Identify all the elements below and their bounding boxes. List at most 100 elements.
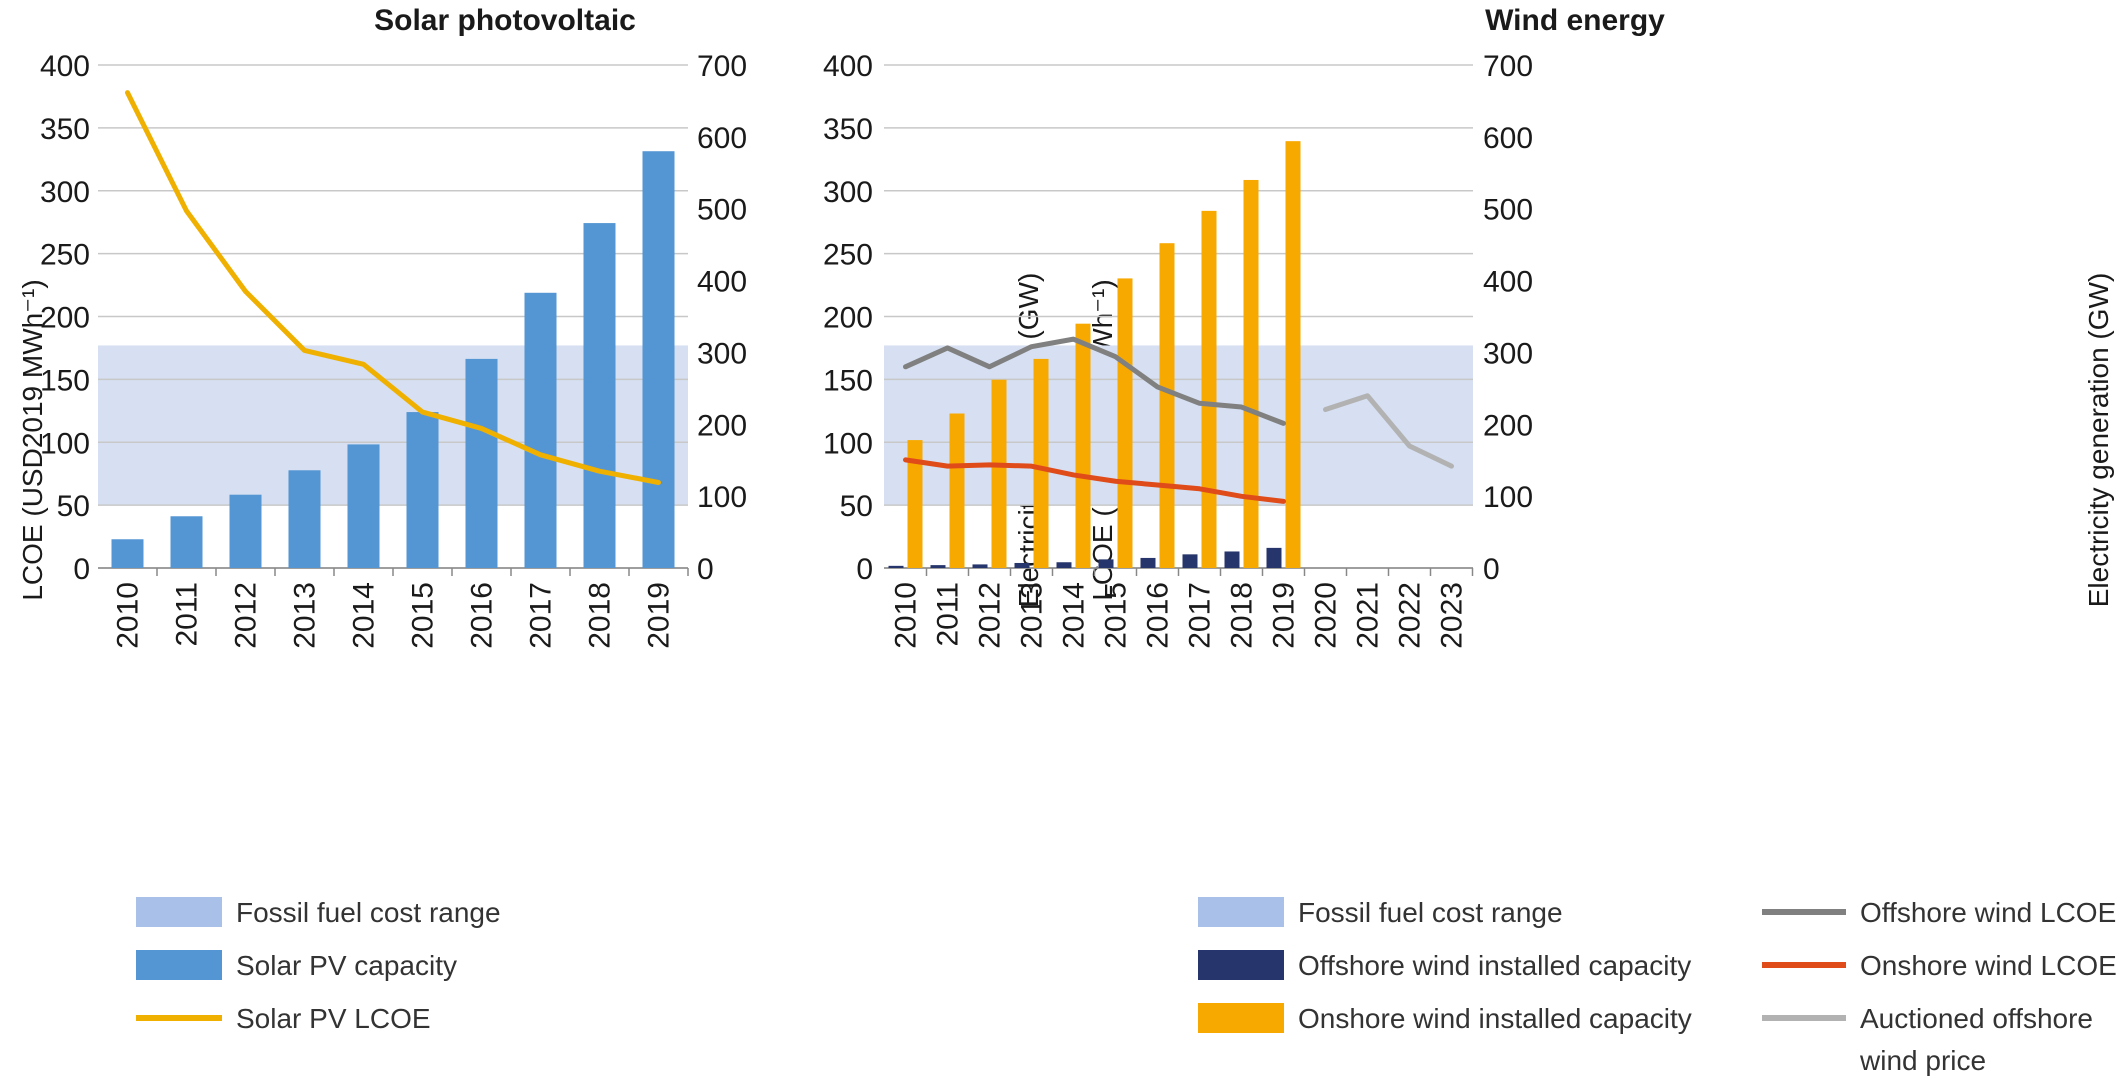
y-tick-label: 350 <box>823 113 873 146</box>
y-tick-label: 250 <box>40 239 90 272</box>
legend-label-fossil-range: Fossil fuel cost range <box>236 897 501 928</box>
x-tick-label: 2013 <box>289 582 322 649</box>
y2-tick-label: 700 <box>1483 50 1533 83</box>
legend-label-offshore-capacity: Offshore wind installed capacity <box>1298 950 1691 981</box>
wind-fossil-band <box>884 345 1473 506</box>
y-tick-label: 100 <box>823 427 873 460</box>
legend-label-onshore-capacity: Onshore wind installed capacity <box>1298 1003 1692 1034</box>
wind-lines <box>903 336 1454 504</box>
wind-y2-axis-label: Electricity generation (GW) <box>2083 273 2114 608</box>
wind-bars <box>888 141 1301 568</box>
legend-label-solar-lcoe: Solar PV LCOE <box>236 1003 431 1034</box>
y2-tick-label: 500 <box>1483 194 1533 227</box>
bar-onshore-wind-installed-capacity <box>1075 323 1091 568</box>
x-tick-label: 2014 <box>1058 582 1091 649</box>
bar-offshore-wind-installed-capacity <box>1014 562 1030 568</box>
y2-tick-label: 100 <box>697 481 747 514</box>
y-tick-label: 300 <box>40 176 90 209</box>
y2-tick-label: 400 <box>1483 266 1533 299</box>
x-tick-label: 2018 <box>584 582 617 649</box>
bar-onshore-wind-installed-capacity <box>1285 141 1301 568</box>
solar-lines <box>125 90 661 485</box>
bar-offshore-wind-installed-capacity <box>1098 559 1114 568</box>
bar-onshore-wind-installed-capacity <box>1243 179 1259 568</box>
y-tick-label: 100 <box>40 427 90 460</box>
x-tick-label: 2015 <box>1100 582 1133 649</box>
bar-offshore-wind-installed-capacity <box>1140 557 1156 568</box>
bar-solar-pv-capacity <box>583 223 616 569</box>
y-tick-label: 200 <box>40 302 90 335</box>
x-tick-label: 2014 <box>348 582 381 649</box>
bar-offshore-wind-installed-capacity <box>1182 554 1198 568</box>
y2-tick-label: 400 <box>697 266 747 299</box>
bar-onshore-wind-installed-capacity <box>907 440 923 568</box>
bar-offshore-wind-installed-capacity <box>972 564 988 568</box>
bar-offshore-wind-installed-capacity <box>1266 547 1282 568</box>
x-tick-label: 2010 <box>112 582 145 649</box>
bar-solar-pv-capacity <box>288 470 321 568</box>
bar-offshore-wind-installed-capacity <box>1056 562 1072 568</box>
y-tick-label: 350 <box>40 113 90 146</box>
bar-solar-pv-capacity <box>642 151 675 568</box>
x-tick-label: 2011 <box>171 582 204 647</box>
line-onshore-wind-lcoe <box>903 457 1286 504</box>
bar-offshore-wind-installed-capacity <box>888 565 904 568</box>
bar-solar-pv-capacity <box>229 494 262 568</box>
y2-tick-label: 300 <box>1483 337 1533 370</box>
legend-label-solar-capacity: Solar PV capacity <box>236 950 457 981</box>
wind-legend: Fossil fuel cost range Offshore wind ins… <box>1198 897 2117 1076</box>
bar-offshore-wind-installed-capacity <box>930 565 946 568</box>
x-tick-label: 2017 <box>525 582 558 649</box>
x-tick-label: 2017 <box>1184 582 1217 649</box>
bar-solar-pv-capacity <box>465 358 498 568</box>
solar-chart: Solar photovoltaic LCOE (USD2019 MWh⁻¹) … <box>17 4 1044 1034</box>
line-auctioned-offshore-wind-price <box>1323 393 1454 469</box>
solar-bars <box>111 151 675 569</box>
y2-tick-label: 100 <box>1483 481 1533 514</box>
x-tick-label: 2015 <box>407 582 440 649</box>
bar-onshore-wind-installed-capacity <box>1159 243 1175 568</box>
x-tick-label: 2018 <box>1226 582 1259 649</box>
x-tick-label: 2012 <box>974 582 1007 649</box>
y-tick-label: 0 <box>73 553 90 586</box>
legend-label-offshore-lcoe: Offshore wind LCOE <box>1860 897 2116 928</box>
y-tick-label: 150 <box>823 364 873 397</box>
solar-y-axis-label: LCOE (USD2019 MWh⁻¹) <box>17 279 48 600</box>
y2-tick-label: 0 <box>697 553 714 586</box>
line-offshore-wind-lcoe <box>903 336 1286 426</box>
y-tick-label: 50 <box>57 490 90 523</box>
y2-tick-label: 700 <box>697 50 747 83</box>
legend-label-auction-price-line2: wind price <box>1859 1045 1986 1076</box>
bar-onshore-wind-installed-capacity <box>1201 210 1217 568</box>
legend-label-onshore-lcoe: Onshore wind LCOE <box>1860 950 2117 981</box>
x-tick-label: 2019 <box>643 582 676 649</box>
legend-swatch-onshore-capacity <box>1198 1003 1284 1033</box>
y-tick-label: 150 <box>40 364 90 397</box>
y-tick-label: 400 <box>823 50 873 83</box>
bar-solar-pv-capacity <box>524 292 557 568</box>
y2-tick-label: 0 <box>1483 553 1500 586</box>
x-tick-label: 2023 <box>1436 582 1469 649</box>
x-tick-label: 2016 <box>466 582 499 649</box>
x-tick-label: 2020 <box>1310 582 1343 649</box>
x-tick-label: 2019 <box>1268 582 1301 649</box>
legend-swatch-fossil-range <box>1198 897 1284 927</box>
y-tick-label: 250 <box>823 239 873 272</box>
legend-swatch-fossil-range <box>136 897 222 927</box>
y-tick-label: 50 <box>840 490 873 523</box>
y2-tick-label: 300 <box>697 337 747 370</box>
y-tick-label: 300 <box>823 176 873 209</box>
legend-swatch-offshore-capacity <box>1198 950 1284 980</box>
x-tick-label: 2021 <box>1352 582 1385 649</box>
y2-tick-label: 600 <box>1483 122 1533 155</box>
bar-solar-pv-capacity <box>406 412 439 568</box>
x-tick-label: 2013 <box>1016 582 1049 649</box>
y-tick-label: 400 <box>40 50 90 83</box>
x-tick-label: 2012 <box>230 582 263 649</box>
legend-label-auction-price-line1: Auctioned offshore <box>1860 1003 2093 1034</box>
line-solar-pv-lcoe <box>125 90 661 485</box>
solar-tick-labels: 0 50 100 150 200 250 300 350 400 0 100 200 300 400 500… <box>40 50 747 649</box>
wind-chart-title: Wind energy <box>1485 4 1665 37</box>
x-tick-label: 2010 <box>890 582 923 649</box>
